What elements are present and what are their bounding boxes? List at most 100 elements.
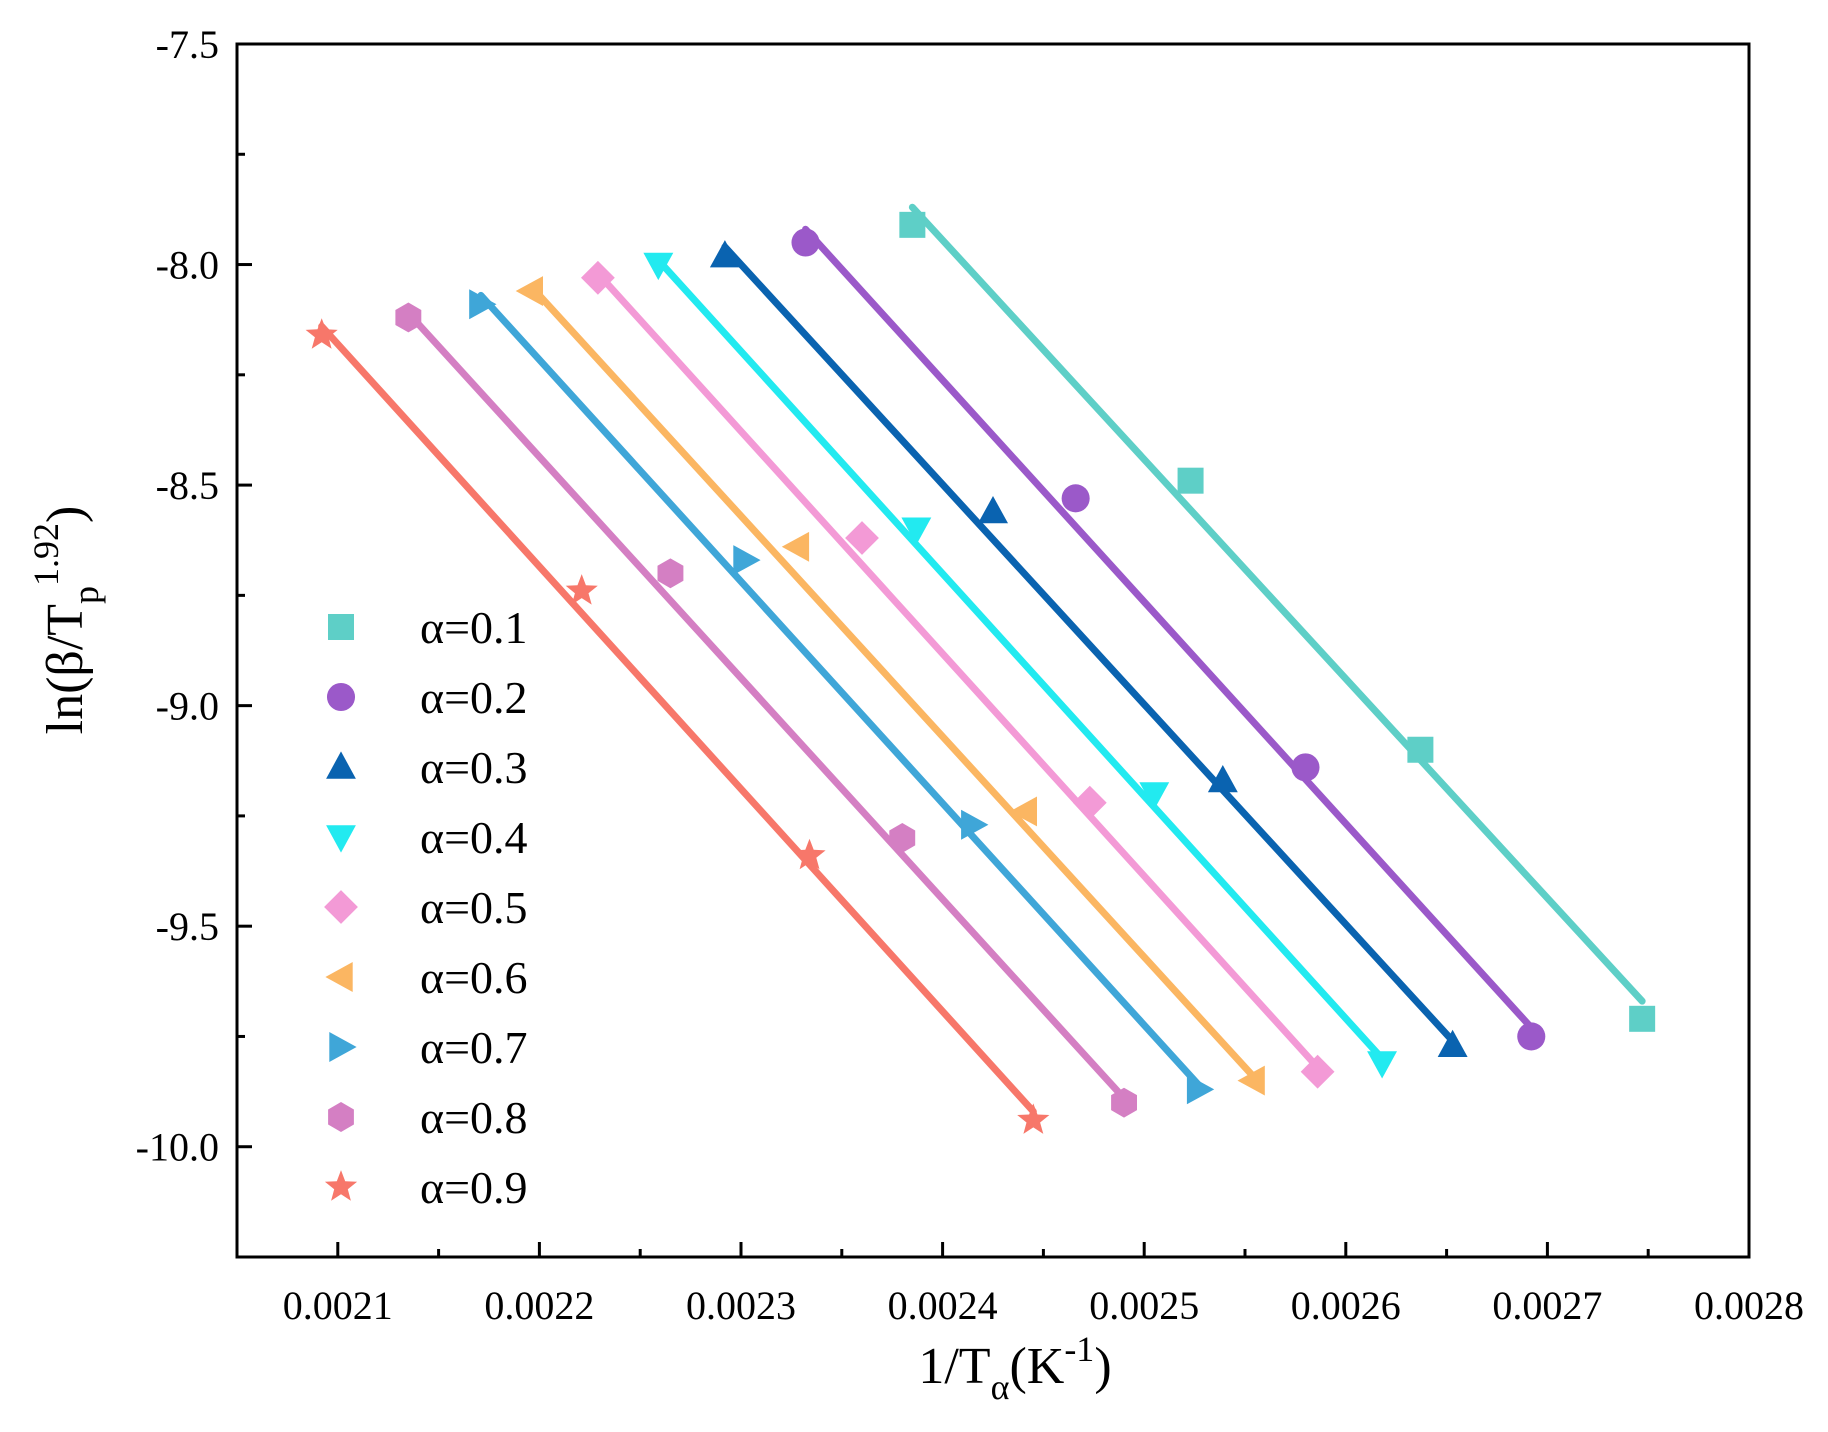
series-1 bbox=[899, 203, 1656, 1032]
series-9 bbox=[305, 318, 1050, 1134]
legend-label: α=0.5 bbox=[420, 882, 528, 933]
data-point bbox=[1407, 736, 1434, 763]
data-point bbox=[1629, 1005, 1656, 1032]
data-point bbox=[889, 823, 916, 853]
y-axis-title-sub: p bbox=[66, 586, 106, 604]
legend: α=0.1 α=0.2 α=0.3 α=0.4 α=0.5 α=0.6 α=0.7 α=0.8… bbox=[324, 602, 528, 1213]
data-point bbox=[1367, 1051, 1397, 1079]
data-point bbox=[978, 496, 1008, 524]
x-axis-title-rest: (K bbox=[1009, 1338, 1064, 1395]
x-axis-title-main: 1/T bbox=[918, 1338, 990, 1395]
legend-item: α=0.2 bbox=[326, 672, 528, 723]
x-tick-label: 0.0027 bbox=[1492, 1283, 1602, 1328]
data-point bbox=[1009, 796, 1037, 827]
legend-item: α=0.9 bbox=[324, 1162, 528, 1213]
data-point bbox=[709, 240, 740, 268]
legend-marker bbox=[328, 614, 354, 640]
legend-marker bbox=[326, 751, 356, 779]
data-point bbox=[1139, 782, 1170, 810]
y-axis-title-main: ln(β/T bbox=[37, 604, 94, 734]
data-point bbox=[961, 809, 989, 840]
legend-marker bbox=[326, 682, 356, 712]
fit-line bbox=[477, 291, 1203, 1089]
legend-label: α=0.2 bbox=[420, 672, 528, 723]
y-tick-label: -9.5 bbox=[156, 904, 219, 949]
series-2 bbox=[791, 225, 1546, 1051]
data-point bbox=[657, 558, 684, 589]
legend-label: α=0.6 bbox=[420, 952, 528, 1003]
series-layer bbox=[305, 203, 1656, 1134]
y-axis-title: ln(β/Tp1.92) bbox=[26, 506, 106, 735]
series-3 bbox=[709, 240, 1468, 1057]
series-8 bbox=[395, 302, 1137, 1118]
data-point bbox=[1291, 753, 1320, 782]
data-point bbox=[1186, 1074, 1215, 1105]
x-tick-label: 0.0025 bbox=[1089, 1283, 1199, 1328]
y-axis-title-sup: 1.92 bbox=[26, 523, 66, 586]
legend-marker bbox=[326, 825, 356, 853]
data-point bbox=[1237, 1065, 1265, 1096]
data-point bbox=[1437, 1029, 1468, 1057]
data-point bbox=[1111, 1087, 1137, 1118]
legend-item: α=0.4 bbox=[326, 812, 528, 863]
data-point bbox=[733, 545, 761, 575]
x-axis-title-end: ) bbox=[1094, 1338, 1111, 1395]
legend-label: α=0.4 bbox=[420, 812, 528, 863]
y-tick-label: -9.0 bbox=[156, 684, 219, 729]
data-point bbox=[1207, 765, 1238, 793]
legend-item: α=0.1 bbox=[328, 602, 528, 653]
legend-label: α=0.7 bbox=[420, 1022, 528, 1073]
data-point bbox=[581, 260, 615, 295]
fit-line bbox=[594, 269, 1322, 1071]
series-7 bbox=[469, 289, 1215, 1105]
x-tick-label: 0.0026 bbox=[1291, 1283, 1401, 1328]
data-point bbox=[781, 531, 810, 562]
data-point bbox=[1300, 1054, 1335, 1089]
data-point bbox=[1017, 1103, 1050, 1134]
y-tick-label: -10.0 bbox=[136, 1125, 219, 1170]
fit-line bbox=[908, 203, 1646, 1005]
data-point bbox=[1517, 1022, 1546, 1051]
plot-frame bbox=[235, 42, 1751, 1259]
data-point bbox=[1072, 785, 1107, 820]
y-tick-label: -8.5 bbox=[156, 463, 219, 508]
data-point bbox=[793, 838, 826, 870]
x-tick-label: 0.0024 bbox=[888, 1283, 998, 1328]
fit-line bbox=[318, 322, 1037, 1115]
data-point bbox=[1177, 467, 1204, 494]
data-point bbox=[515, 276, 543, 306]
legend-marker bbox=[324, 890, 358, 924]
y-axis-title-end: ) bbox=[37, 506, 94, 523]
legend-marker bbox=[325, 962, 353, 992]
legend-label: α=0.8 bbox=[420, 1092, 528, 1143]
legend-item: α=0.7 bbox=[329, 1022, 528, 1073]
series-4 bbox=[643, 252, 1397, 1079]
axes-layer: 0.0021 0.0022 0.0023 0.0024 0.0025 0.0026 0.00… bbox=[136, 22, 1804, 1328]
x-axis-title-sub: α bbox=[991, 1367, 1010, 1407]
data-point bbox=[1061, 484, 1090, 513]
x-axis-title: 1/Tα(K-1) bbox=[918, 1329, 1111, 1407]
x-tick-label: 0.0022 bbox=[484, 1283, 594, 1328]
fit-line bbox=[654, 256, 1386, 1063]
data-point bbox=[469, 289, 497, 320]
legend-item: α=0.3 bbox=[326, 742, 528, 793]
fit-line bbox=[721, 243, 1457, 1045]
data-point bbox=[845, 521, 879, 555]
legend-label: α=0.9 bbox=[420, 1162, 528, 1213]
legend-marker bbox=[329, 1032, 357, 1062]
legend-marker bbox=[324, 1170, 358, 1201]
data-point bbox=[395, 302, 422, 333]
legend-marker bbox=[328, 1102, 354, 1132]
y-tick-label: -7.5 bbox=[156, 22, 219, 67]
legend-item: α=0.8 bbox=[328, 1092, 528, 1143]
y-tick-label: -8.0 bbox=[156, 243, 219, 288]
legend-label: α=0.1 bbox=[420, 602, 528, 653]
legend-item: α=0.6 bbox=[325, 952, 528, 1003]
x-tick-label: 0.0021 bbox=[283, 1283, 393, 1328]
x-tick-label: 0.0028 bbox=[1694, 1283, 1804, 1328]
data-point bbox=[305, 318, 338, 349]
legend-label: α=0.3 bbox=[420, 742, 528, 793]
data-point bbox=[899, 211, 926, 238]
